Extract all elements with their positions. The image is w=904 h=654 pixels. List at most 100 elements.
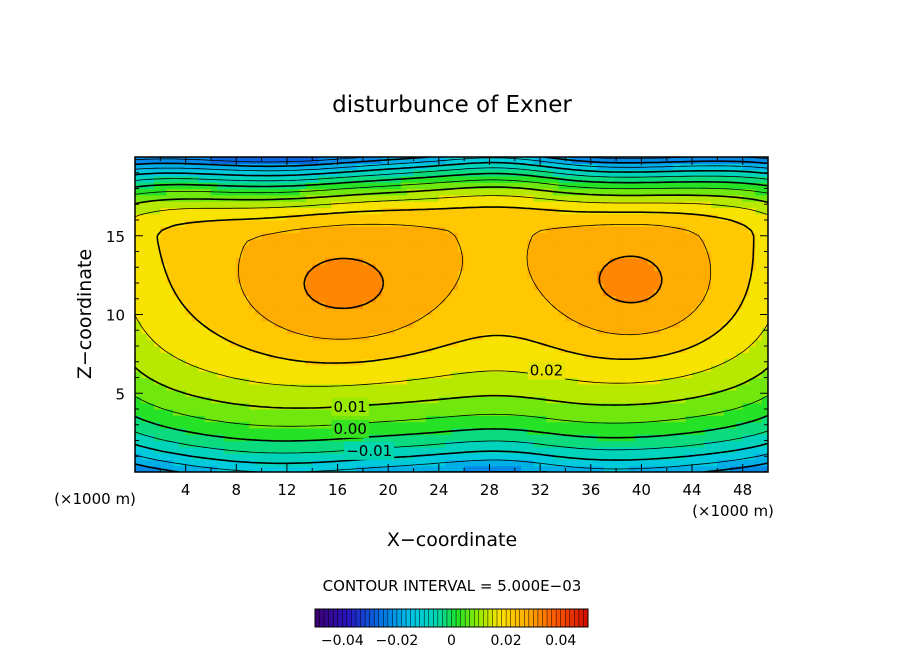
field-cell <box>210 226 218 234</box>
field-cell <box>755 440 763 448</box>
field-cell <box>508 264 516 271</box>
field-cell <box>616 390 624 397</box>
field-cell <box>736 169 744 177</box>
field-cell <box>369 251 377 259</box>
field-cell <box>654 194 661 202</box>
field-cell <box>457 251 465 259</box>
field-cell <box>685 226 693 234</box>
field-cell <box>622 371 630 379</box>
field-cell <box>179 390 187 397</box>
field-cell <box>191 213 199 221</box>
field-cell <box>394 232 402 240</box>
field-cell <box>166 333 174 341</box>
field-cell <box>160 251 168 259</box>
field-cell <box>616 201 624 208</box>
field-cell <box>375 320 383 328</box>
field-cell <box>597 327 605 334</box>
field-cell <box>141 352 149 360</box>
field-cell <box>343 371 351 379</box>
field-cell <box>331 232 339 240</box>
field-cell <box>299 213 307 221</box>
field-cell <box>483 453 491 460</box>
field-cell <box>723 402 731 410</box>
field-cell <box>185 157 193 164</box>
field-cell <box>565 358 573 366</box>
field-cell <box>388 201 396 208</box>
field-cell <box>476 220 484 227</box>
field-cell <box>628 182 636 190</box>
field-cell <box>394 383 402 391</box>
field-cell <box>502 465 510 472</box>
field-cell <box>609 289 617 297</box>
field-cell <box>692 459 699 467</box>
field-cell <box>185 276 193 284</box>
field-cell <box>464 421 472 429</box>
field-cell <box>660 188 668 196</box>
field-cell <box>749 245 756 253</box>
field-cell <box>229 295 237 303</box>
field-cell <box>502 238 510 246</box>
field-cell <box>527 465 535 472</box>
field-cell <box>704 459 712 467</box>
field-cell <box>318 421 326 429</box>
field-cell <box>242 301 250 309</box>
field-cell <box>432 283 440 290</box>
field-cell <box>609 402 617 410</box>
field-cell <box>356 169 364 177</box>
field-cell <box>641 188 649 196</box>
field-cell <box>293 415 301 423</box>
field-cell <box>261 301 269 309</box>
field-cell <box>438 377 446 385</box>
field-cell <box>419 295 427 303</box>
field-cell <box>204 465 212 472</box>
field-cell <box>483 270 491 278</box>
field-cell <box>641 207 649 215</box>
field-cell <box>204 289 212 297</box>
field-cell <box>141 283 149 290</box>
field-cell <box>527 238 535 246</box>
field-cell <box>261 245 269 253</box>
field-cell <box>141 358 149 366</box>
field-cell <box>464 264 472 271</box>
field-cell <box>337 440 345 448</box>
field-cell <box>717 327 725 334</box>
field-cell <box>723 276 731 284</box>
field-cell <box>749 346 756 353</box>
field-cell <box>293 238 301 246</box>
field-cell <box>343 327 351 334</box>
field-cell <box>394 339 402 347</box>
field-cell <box>736 409 744 416</box>
field-cell <box>381 339 389 347</box>
field-cell <box>578 314 586 322</box>
field-cell <box>540 383 548 391</box>
field-cell <box>660 320 668 328</box>
field-cell <box>432 371 440 379</box>
field-cell <box>318 213 326 221</box>
field-cell <box>514 301 522 309</box>
field-cell <box>660 245 668 253</box>
field-cell <box>641 169 649 177</box>
field-cell <box>229 238 237 246</box>
field-cell <box>147 396 155 404</box>
field-cell <box>280 270 288 278</box>
field-cell <box>172 453 180 460</box>
field-cell <box>654 327 661 334</box>
field-cell <box>356 383 364 391</box>
field-cell <box>742 459 750 467</box>
field-cell <box>166 358 174 366</box>
field-cell <box>742 264 750 271</box>
field-cell <box>711 232 718 240</box>
field-cell <box>191 465 199 472</box>
field-cell <box>521 358 529 366</box>
field-cell <box>337 383 345 391</box>
field-cell <box>476 301 484 309</box>
field-cell <box>413 402 421 410</box>
field-cell <box>267 295 275 303</box>
field-cell <box>305 226 313 234</box>
field-cell <box>255 440 263 448</box>
field-cell <box>451 194 459 202</box>
field-cell <box>426 459 434 467</box>
field-cell <box>299 157 307 164</box>
field-cell <box>223 175 231 183</box>
field-cell <box>432 446 440 454</box>
